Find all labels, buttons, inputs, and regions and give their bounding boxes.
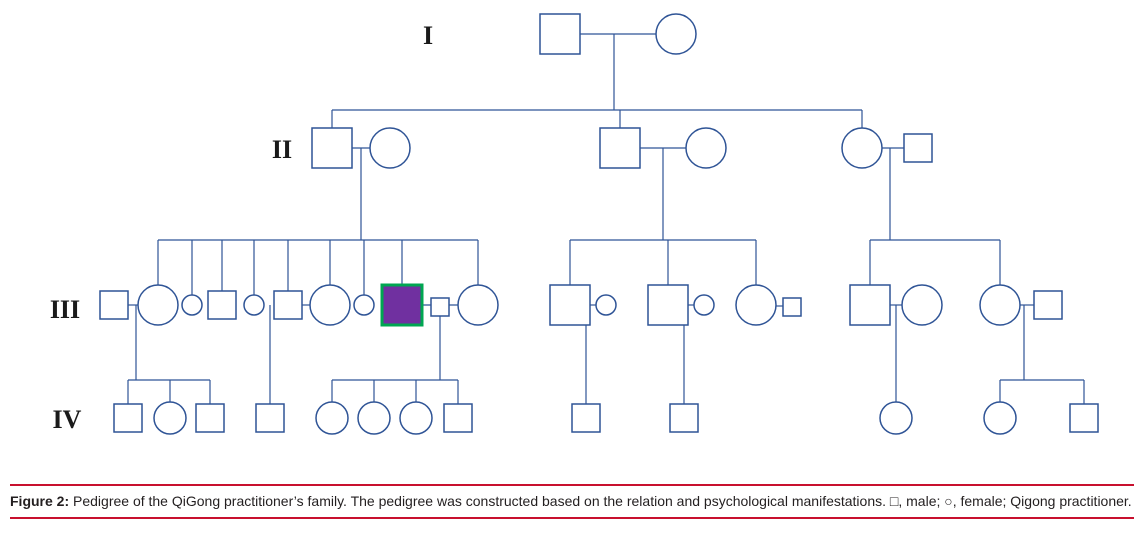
- caption-top-rule: [10, 484, 1134, 486]
- caption-label: Figure 2:: [10, 493, 69, 509]
- caption-text: Figure 2: Pedigree of the QiGong practit…: [10, 492, 1134, 511]
- figure-caption: Figure 2: Pedigree of the QiGong practit…: [10, 478, 1134, 525]
- caption-body: Pedigree of the QiGong practitioner’s fa…: [69, 493, 1132, 509]
- caption-bottom-rule: [10, 517, 1134, 519]
- pedigree-connectors: [0, 0, 1144, 547]
